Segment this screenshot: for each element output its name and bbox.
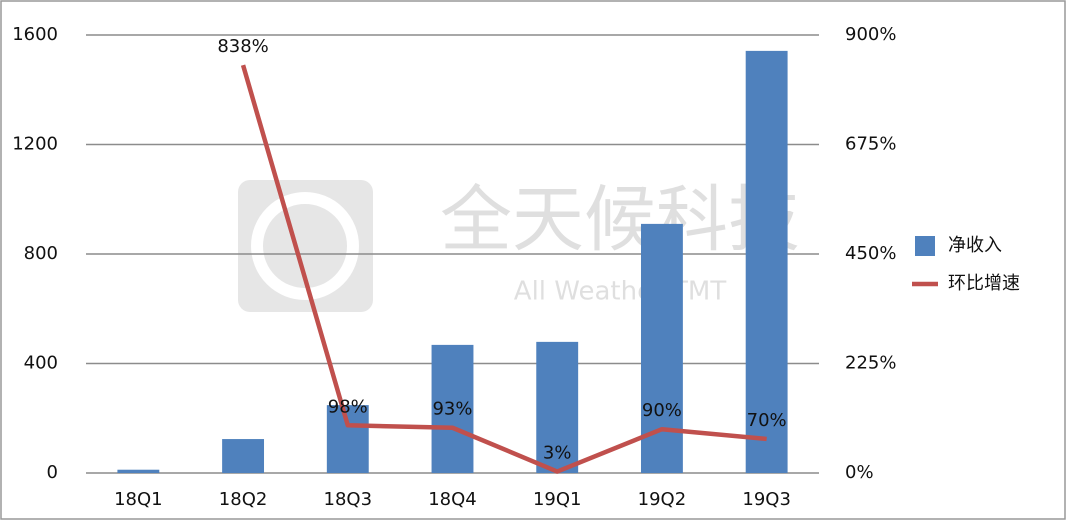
data-label: 98%: [328, 396, 368, 417]
watermark-subtitle: All Weather TMT: [514, 277, 727, 307]
x-tick-label: 19Q2: [638, 489, 687, 510]
x-tick-label: 19Q3: [742, 489, 791, 510]
bar: [326, 405, 369, 473]
legend-label: 净收入: [948, 235, 1002, 256]
data-label: 93%: [432, 399, 472, 420]
x-tick-label: 18Q1: [114, 489, 163, 510]
bar: [431, 344, 474, 473]
legend-swatch: [915, 236, 935, 256]
y2-tick-label: 675%: [845, 134, 896, 155]
line: [240, 64, 767, 474]
bar: [222, 439, 265, 473]
data-label: 90%: [642, 400, 682, 421]
watermark-logo: [238, 180, 373, 312]
bar: [536, 341, 579, 473]
y-tick-label: 800: [24, 243, 58, 264]
x-tick-label: 18Q4: [428, 489, 477, 510]
watermark: 全天候科技 All Weather TMT: [238, 178, 800, 312]
data-label: 70%: [747, 410, 787, 431]
legend-label: 环比增速: [948, 273, 1020, 294]
data-label: 838%: [217, 36, 268, 57]
y-tick-label: 0: [47, 462, 58, 483]
bar: [117, 469, 160, 473]
x-tick-label: 18Q3: [324, 489, 373, 510]
y2-tick-label: 900%: [845, 24, 896, 45]
y2-tick-label: 450%: [845, 243, 896, 264]
y2-tick-label: 225%: [845, 353, 896, 374]
x-tick-label: 18Q2: [219, 489, 268, 510]
y-tick-label: 1200: [12, 134, 58, 155]
watermark-title: 全天候科技: [440, 178, 800, 262]
y-tick-label: 1600: [12, 24, 58, 45]
data-label: 3%: [543, 443, 572, 464]
bar: [745, 50, 788, 473]
y-tick-label: 400: [24, 353, 58, 374]
x-tick-label: 19Q1: [533, 489, 582, 510]
y2-tick-label: 0%: [845, 462, 874, 483]
watermark-logo-ring: [251, 192, 359, 300]
